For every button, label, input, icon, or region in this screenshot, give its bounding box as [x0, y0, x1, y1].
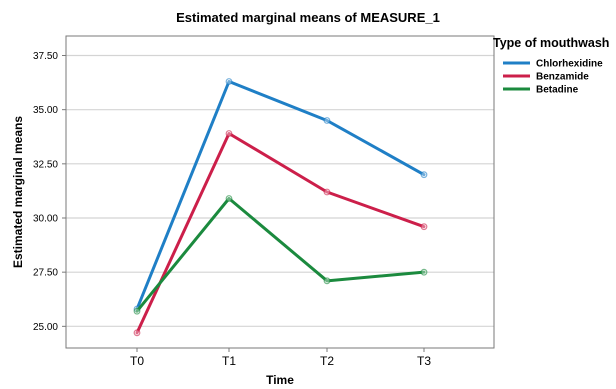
- data-point-chlorhexidine: [323, 117, 331, 124]
- series-line-chlorhexidine: [135, 80, 426, 311]
- x-tick-label: T0: [130, 354, 144, 368]
- data-point-benzamide: [225, 130, 233, 137]
- x-tick-label: T2: [320, 354, 334, 368]
- chart-title: Estimated marginal means of MEASURE_1: [176, 10, 440, 25]
- y-tick-label: 32.50: [33, 159, 58, 170]
- x-tick-label: T1: [222, 354, 236, 368]
- y-tick-label: 30.00: [33, 214, 58, 225]
- data-point-betadine: [420, 268, 428, 276]
- plot-area-frame: [65, 35, 495, 349]
- y-tick-label: 35.00: [33, 105, 58, 116]
- series-line-benzamide: [135, 132, 426, 335]
- legend-label-chlorhexidine: Chlorhexidine: [536, 59, 603, 70]
- y-tick-label: 27.50: [33, 268, 58, 279]
- data-point-betadine: [323, 277, 331, 285]
- series-lines: [133, 78, 428, 337]
- legend-label-benzamide: Benzamide: [536, 72, 589, 83]
- data-point-betadine: [133, 307, 141, 315]
- legend-title: Type of mouthwash: [493, 36, 609, 50]
- series-line-betadine: [135, 197, 426, 313]
- legend-label-betadine: Betadine: [536, 85, 579, 96]
- data-point-benzamide: [323, 188, 331, 196]
- data-point-chlorhexidine: [420, 171, 428, 179]
- data-point-chlorhexidine: [225, 78, 233, 85]
- y-tick-label: 37.50: [33, 51, 58, 62]
- x-axis-title: Time: [266, 373, 294, 387]
- legend: Type of mouthwash Chlorhexidine Benzamide…: [493, 36, 609, 96]
- y-axis-title: Estimated marginal means: [11, 116, 25, 268]
- data-point-benzamide: [133, 329, 141, 337]
- data-point-betadine: [225, 195, 233, 202]
- y-tick-label: 25.00: [33, 322, 58, 333]
- legend-items: Chlorhexidine Benzamide Betadine: [503, 59, 603, 96]
- x-axis-ticks: T0 T1 T2 T3: [130, 348, 431, 368]
- y-axis-ticks: 25.00 27.50 30.00 32.50 35.00 37.50: [33, 51, 66, 333]
- data-point-benzamide: [420, 223, 428, 231]
- gridlines: [66, 54, 494, 327]
- x-tick-label: T3: [417, 354, 431, 368]
